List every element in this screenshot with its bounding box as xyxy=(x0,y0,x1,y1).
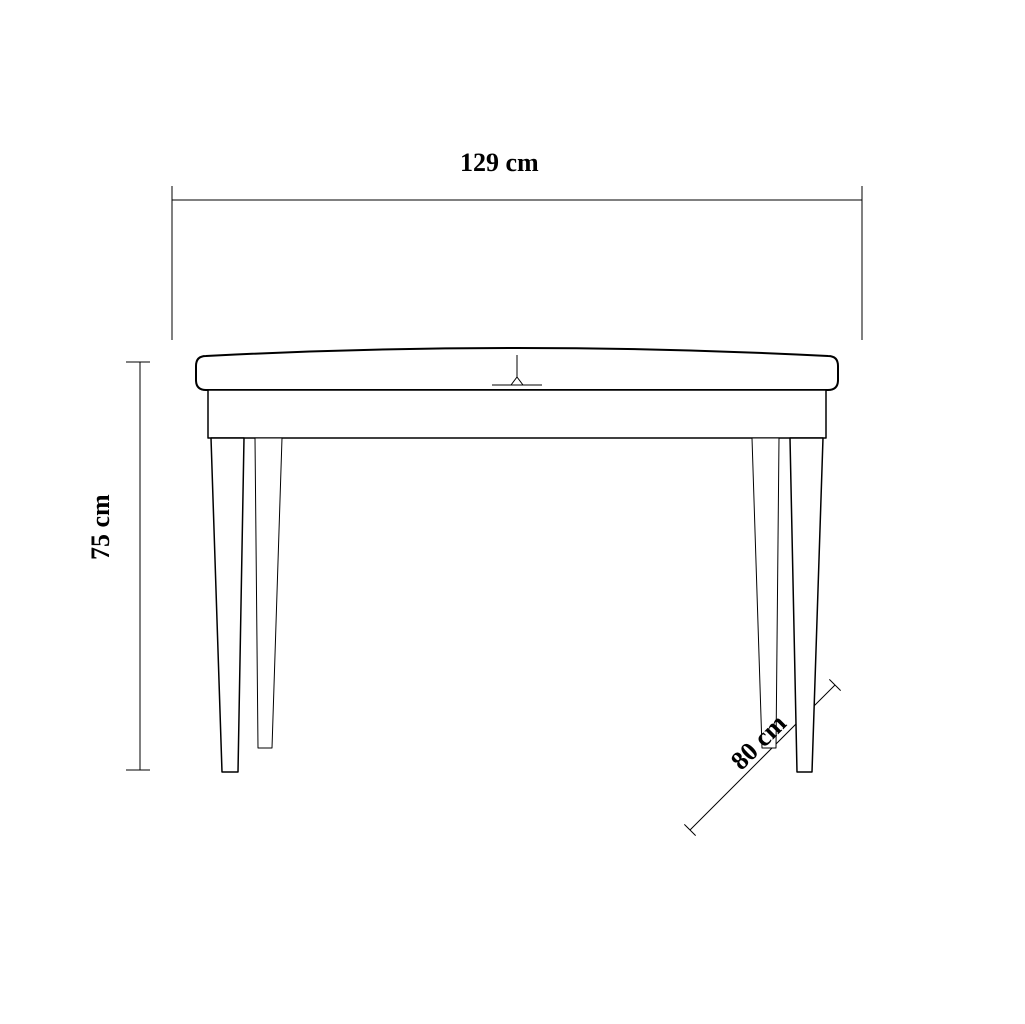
dimension-height-label: 75 cm xyxy=(86,494,116,560)
diagram-stage: 129 cm 75 cm 80 cm xyxy=(0,0,1025,1024)
dimension-width-label: 129 cm xyxy=(460,148,539,178)
